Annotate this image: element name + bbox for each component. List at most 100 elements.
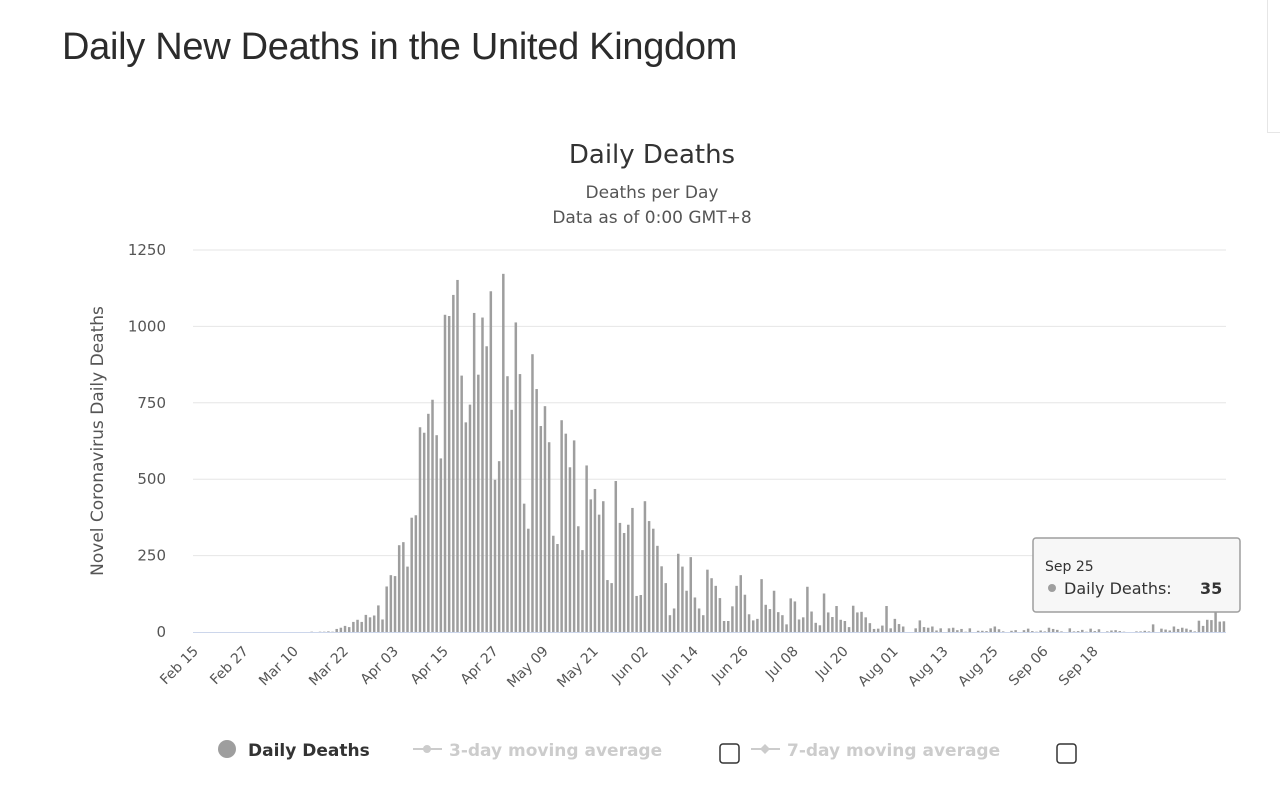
bar[interactable]	[1039, 630, 1042, 632]
bar[interactable]	[1081, 629, 1084, 632]
bar[interactable]	[593, 488, 597, 632]
bar[interactable]	[393, 576, 397, 632]
bar[interactable]	[422, 432, 426, 632]
bar[interactable]	[681, 566, 684, 632]
bar[interactable]	[585, 465, 588, 632]
bar[interactable]	[1026, 628, 1030, 632]
bar[interactable]	[418, 427, 422, 632]
bar[interactable]	[993, 626, 997, 633]
bar[interactable]	[552, 535, 555, 632]
bar[interactable]	[631, 507, 634, 632]
bar[interactable]	[1072, 631, 1076, 632]
bar[interactable]	[868, 623, 872, 632]
bar[interactable]	[606, 580, 609, 632]
bar[interactable]	[1060, 631, 1063, 632]
bar[interactable]	[1160, 628, 1163, 632]
bar[interactable]	[722, 621, 726, 632]
bar[interactable]	[1047, 627, 1051, 632]
bar[interactable]	[764, 604, 767, 632]
bar[interactable]	[435, 435, 438, 632]
bar[interactable]	[901, 626, 905, 633]
bar[interactable]	[472, 312, 476, 632]
bar[interactable]	[922, 627, 926, 632]
bar[interactable]	[427, 413, 430, 632]
bar[interactable]	[1014, 630, 1017, 632]
bar[interactable]	[1051, 628, 1055, 632]
bar[interactable]	[1222, 621, 1226, 632]
bar[interactable]	[747, 614, 751, 632]
bar[interactable]	[1218, 621, 1222, 632]
bar[interactable]	[335, 628, 338, 632]
bar[interactable]	[968, 628, 972, 632]
bar[interactable]	[1210, 620, 1213, 632]
bar[interactable]	[497, 461, 501, 632]
bar[interactable]	[756, 618, 759, 632]
bar[interactable]	[818, 625, 822, 632]
bar[interactable]	[468, 404, 472, 632]
bar[interactable]	[860, 611, 863, 632]
bar[interactable]	[614, 481, 618, 632]
bar[interactable]	[1043, 631, 1047, 632]
bar[interactable]	[377, 605, 380, 632]
bar[interactable]	[714, 585, 718, 632]
bar[interactable]	[1147, 631, 1151, 632]
bar[interactable]	[385, 586, 388, 632]
bar[interactable]	[635, 595, 638, 632]
bar[interactable]	[531, 354, 534, 632]
bar[interactable]	[689, 557, 693, 632]
bar[interactable]	[1110, 630, 1113, 632]
bar[interactable]	[989, 628, 992, 632]
bar[interactable]	[702, 615, 705, 632]
bar[interactable]	[1193, 631, 1197, 632]
bar[interactable]	[610, 583, 613, 632]
legend-daily-deaths[interactable]: Daily Deaths	[218, 740, 370, 761]
bar[interactable]	[739, 575, 742, 632]
legend-7day-average[interactable]: 7-day moving average	[751, 741, 1000, 761]
bar[interactable]	[597, 514, 601, 632]
bar[interactable]	[751, 620, 755, 632]
bar[interactable]	[718, 598, 722, 632]
bar[interactable]	[506, 376, 509, 632]
bar[interactable]	[1172, 626, 1176, 633]
bar[interactable]	[981, 630, 984, 632]
bar[interactable]	[760, 579, 763, 632]
bar[interactable]	[1093, 631, 1097, 632]
bar[interactable]	[339, 627, 343, 632]
bar[interactable]	[564, 433, 568, 632]
checkbox-7day-average[interactable]	[1056, 743, 1077, 764]
bar[interactable]	[493, 479, 497, 632]
bar[interactable]	[622, 532, 626, 632]
bar[interactable]	[372, 615, 376, 633]
bar[interactable]	[956, 630, 959, 632]
bar[interactable]	[1114, 630, 1117, 632]
bar[interactable]	[1118, 631, 1122, 632]
bar[interactable]	[776, 612, 780, 632]
bar[interactable]	[947, 628, 951, 632]
checkbox-3day-average[interactable]	[719, 743, 740, 764]
bar[interactable]	[985, 631, 988, 632]
bar[interactable]	[672, 608, 676, 632]
bar[interactable]	[1214, 610, 1217, 632]
bar[interactable]	[835, 606, 838, 632]
bar[interactable]	[1022, 630, 1026, 632]
bar[interactable]	[589, 499, 593, 632]
bar[interactable]	[939, 628, 942, 632]
bar[interactable]	[539, 426, 543, 632]
bar[interactable]	[822, 593, 826, 632]
bar[interactable]	[664, 583, 668, 632]
bar[interactable]	[535, 389, 538, 632]
bar[interactable]	[581, 550, 584, 632]
bar[interactable]	[647, 521, 651, 632]
bar[interactable]	[810, 611, 813, 632]
bar[interactable]	[464, 422, 468, 632]
bar[interactable]	[814, 622, 817, 632]
bar[interactable]	[693, 597, 697, 632]
bar[interactable]	[410, 517, 413, 632]
bar[interactable]	[793, 601, 797, 632]
bar[interactable]	[976, 630, 980, 632]
bar[interactable]	[826, 612, 830, 632]
bar[interactable]	[851, 605, 855, 632]
bar[interactable]	[806, 586, 809, 632]
bar[interactable]	[477, 374, 480, 632]
bar[interactable]	[801, 617, 805, 632]
